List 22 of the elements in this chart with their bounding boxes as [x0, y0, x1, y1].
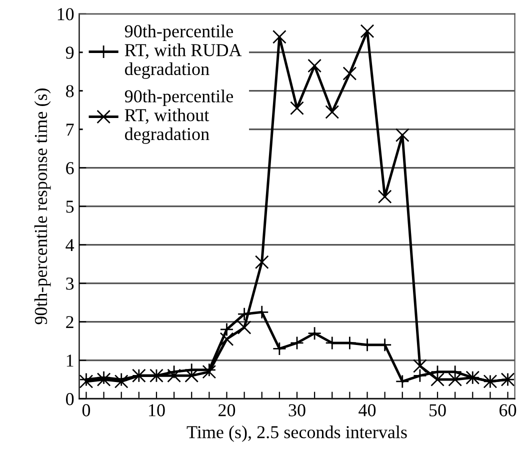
y-tick-label: 2 — [66, 316, 74, 328]
x-axis-title: Time (s), 2.5 seconds intervals — [186, 426, 407, 442]
y-tick-label: 10 — [58, 8, 74, 20]
x-tick-label: 10 — [149, 404, 165, 416]
x-tick-label: 40 — [358, 404, 376, 416]
x-tick-label: 50 — [430, 404, 446, 416]
y-axis-title: 90th-percentile response time (s) — [34, 88, 51, 324]
y-tick-label: 7 — [66, 124, 74, 136]
y-tick-label: 8 — [66, 85, 74, 98]
y-tick-label: 4 — [66, 239, 74, 252]
y-tick-label: 1 — [66, 354, 74, 367]
y-tick-label: 0 — [66, 393, 74, 406]
y-tick-label: 3 — [66, 278, 74, 290]
y-tick-label: 5 — [66, 200, 74, 213]
x-tick-label: 20 — [218, 404, 236, 416]
legend-label: 90th-percentile RT, without degradation — [124, 90, 233, 144]
x-tick-label: 30 — [288, 404, 306, 416]
legend-label: 90th-percentile RT, with RUDA degradation — [124, 24, 242, 79]
x-tick-label: 0 — [82, 404, 90, 416]
y-tick-label: 9 — [66, 46, 74, 59]
y-tick-label: 6 — [66, 162, 74, 174]
x-tick-label: 60 — [500, 404, 516, 416]
